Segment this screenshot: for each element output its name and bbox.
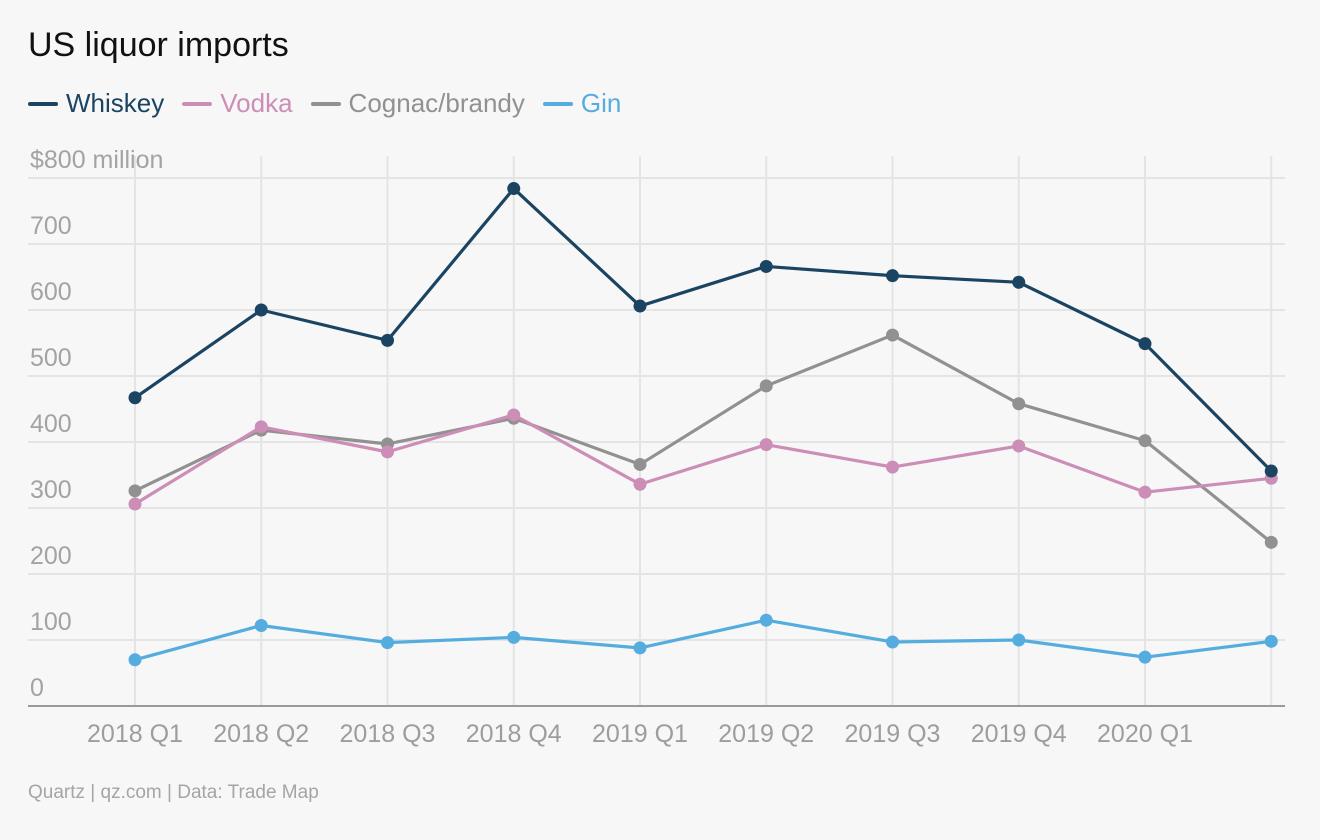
source-note: Quartz | qz.com | Data: Trade Map	[28, 782, 319, 803]
legend-swatch	[310, 101, 341, 106]
legend-label: Cognac/brandy	[348, 88, 525, 118]
y-tick-label: 400	[30, 410, 72, 438]
data-point	[1012, 275, 1026, 289]
x-tick-label: 2019 Q2	[718, 720, 814, 748]
data-point	[1138, 434, 1152, 448]
series-line	[134, 618, 1272, 662]
series-line	[134, 413, 1272, 506]
data-point	[1012, 439, 1026, 453]
data-point	[507, 182, 521, 196]
data-point	[1264, 464, 1278, 478]
series-line	[134, 333, 1273, 544]
x-tick-label: 2020 Q1	[1097, 720, 1193, 748]
legend-swatch	[542, 101, 573, 106]
data-point	[886, 328, 899, 342]
legend-label: Whiskey	[66, 88, 165, 118]
data-point	[886, 635, 899, 649]
y-tick-label: $800 million	[30, 146, 163, 174]
data-point	[759, 613, 773, 627]
x-tick-label: 2018 Q3	[340, 720, 436, 748]
data-point	[128, 497, 142, 511]
data-point	[633, 641, 647, 655]
legend-swatch	[182, 101, 213, 106]
data-point	[381, 445, 394, 459]
y-tick-label: 700	[30, 212, 72, 240]
legend-item: Gin	[542, 88, 622, 119]
data-point	[886, 269, 899, 283]
legend-label: Vodka	[220, 88, 293, 118]
legend-swatch	[28, 101, 58, 106]
legend-item: Whiskey	[28, 88, 164, 119]
x-tick-label: 2018 Q1	[87, 720, 183, 748]
data-point	[759, 259, 773, 273]
series-line	[134, 186, 1273, 473]
x-tick-label: 2019 Q3	[845, 720, 941, 748]
data-point	[1138, 337, 1152, 351]
data-point	[254, 618, 268, 632]
data-point	[507, 630, 521, 644]
y-tick-label: 300	[30, 476, 72, 504]
data-point	[128, 653, 142, 667]
data-point	[381, 636, 394, 650]
y-tick-label: 600	[30, 278, 72, 306]
data-point	[1138, 650, 1152, 664]
data-point	[633, 457, 647, 471]
data-point	[1012, 397, 1026, 411]
y-tick-label: 200	[30, 542, 72, 570]
data-point	[254, 420, 268, 434]
data-point	[1264, 634, 1278, 648]
x-tick-label: 2018 Q4	[466, 720, 562, 748]
data-point	[128, 484, 142, 498]
y-tick-label: 500	[30, 344, 72, 372]
chart-title: US liquor imports	[28, 26, 289, 64]
data-point	[507, 408, 521, 422]
x-tick-label: 2019 Q4	[971, 720, 1067, 748]
data-point	[1012, 633, 1026, 647]
y-tick-label: 100	[30, 608, 72, 636]
data-point	[886, 460, 899, 474]
data-point	[759, 438, 773, 452]
x-tick-label: 2018 Q2	[213, 720, 309, 748]
data-point	[128, 391, 142, 405]
data-point	[254, 303, 268, 317]
data-point	[759, 379, 773, 393]
data-point	[381, 333, 394, 347]
data-point	[633, 299, 647, 313]
legend-label: Gin	[580, 88, 622, 118]
legend-item: Cognac/brandy	[310, 88, 525, 119]
data-point	[1138, 485, 1152, 499]
chart-legend: Whiskey Vodka Cognac/brandy Gin	[28, 88, 639, 119]
legend-item: Vodka	[182, 88, 293, 119]
data-point	[633, 477, 647, 491]
data-point	[1264, 535, 1278, 549]
x-tick-label: 2019 Q1	[592, 720, 688, 748]
y-tick-label: 0	[30, 674, 44, 702]
